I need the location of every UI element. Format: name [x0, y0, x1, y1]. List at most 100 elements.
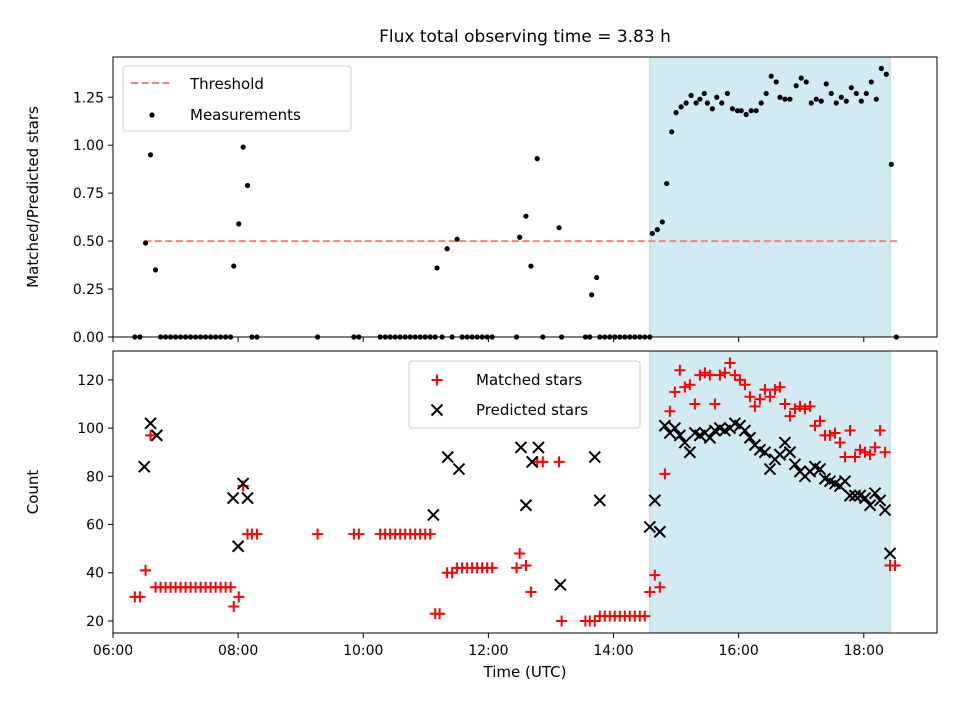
- matched-star-point: [854, 444, 866, 456]
- measurement-point: [719, 100, 725, 106]
- matched-star-point: [251, 528, 263, 540]
- measurement-point: [793, 83, 799, 89]
- matched-star-point: [537, 456, 549, 468]
- matched-star-point: [739, 379, 751, 391]
- legend-predicted-swatch: [430, 403, 444, 417]
- measurement-point: [240, 144, 246, 150]
- measurement-point: [738, 108, 744, 114]
- matched-star-point: [789, 403, 801, 415]
- y-tick-label: 0.75: [73, 186, 104, 202]
- predicted-star-point: [653, 525, 667, 538]
- measurement-point: [873, 96, 879, 102]
- matched-star-point: [844, 425, 856, 437]
- measurement-point: [724, 90, 731, 97]
- measurement-point: [673, 110, 679, 116]
- matched-star-point: [764, 391, 776, 403]
- predicted-star-point: [532, 441, 545, 454]
- predicted-star-point: [427, 508, 440, 522]
- plot-frame: [112, 350, 938, 634]
- matched-star-point: [434, 608, 446, 620]
- measurement-point: [678, 104, 684, 110]
- measurement-point: [768, 73, 774, 79]
- measurement-point: [664, 180, 670, 187]
- matched-star-point: [759, 384, 771, 396]
- predicted-star-point: [150, 429, 164, 442]
- measurement-point: [683, 100, 689, 106]
- measurement-point: [773, 79, 779, 85]
- predicted-star-point: [236, 477, 250, 490]
- matched-star-point: [654, 581, 666, 593]
- legend: Matched stars Predicted stars: [408, 360, 641, 429]
- measurement-point: [434, 265, 440, 271]
- y-tick-label: 20: [86, 614, 104, 630]
- measurement-point: [803, 79, 809, 85]
- predicted-star-point: [878, 503, 892, 517]
- observing-window-span: [649, 56, 891, 338]
- predicted-star-point: [773, 448, 787, 461]
- x-tick-label: 06:00: [93, 643, 133, 659]
- measurement-point: [758, 100, 764, 106]
- matched-star-point: [520, 560, 532, 572]
- x-tick-label: 10:00: [343, 643, 383, 659]
- measurement-point: [701, 90, 707, 97]
- y-tick-label: 0.00: [73, 330, 104, 346]
- predicted-star-point: [144, 417, 157, 430]
- measurement-point: [244, 182, 251, 189]
- measurement-point: [868, 79, 874, 85]
- legend-box: [122, 65, 352, 132]
- measurement-point: [777, 94, 783, 100]
- matched-star-point: [659, 468, 671, 480]
- y-tick-label: 100: [77, 421, 104, 437]
- predicted-star-point: [848, 489, 862, 502]
- measurement-point: [734, 108, 741, 114]
- matched-star-point: [140, 564, 152, 576]
- measurement-point: [714, 94, 720, 100]
- predicted-star-point: [441, 450, 454, 464]
- predicted-star-point: [452, 462, 466, 476]
- matched-star-point: [233, 591, 245, 603]
- matched-star-point: [674, 364, 686, 376]
- predicted-star-point: [643, 520, 657, 534]
- y-tick-label: 40: [86, 566, 104, 582]
- matched-star-point: [734, 374, 746, 386]
- predicted-star-point: [738, 424, 752, 437]
- measurement-point: [743, 111, 749, 118]
- matched-star-point: [714, 369, 726, 381]
- measurement-point: [753, 108, 759, 114]
- y-tick-label: 1.25: [73, 90, 104, 106]
- plot-frame: [112, 56, 938, 338]
- y-tick-label: 120: [77, 373, 104, 389]
- matched-star-point: [779, 398, 791, 410]
- legend-box: [408, 360, 641, 429]
- measurement-point: [659, 219, 665, 225]
- matched-star-point: [889, 560, 901, 572]
- predicted-star-point: [231, 540, 245, 553]
- predicted-star-point: [593, 494, 606, 507]
- series-matched-stars: [129, 357, 901, 627]
- matched-star-point: [719, 367, 731, 379]
- matched-star-point: [709, 398, 721, 410]
- measurement-point: [863, 90, 869, 97]
- measurement-point: [878, 65, 884, 72]
- predicted-star-point: [683, 446, 697, 459]
- matched-star-point: [446, 567, 458, 579]
- predicted-star-point: [658, 419, 672, 432]
- matched-star-point: [804, 400, 816, 412]
- ratio-panel: 0.00 0.25 0.50 0.75 1.00 1.25 Matched/Predicte…: [24, 56, 938, 346]
- matched-star-point: [145, 429, 157, 441]
- measurement-point: [782, 96, 788, 102]
- matched-star-point: [228, 600, 240, 612]
- matched-star-point: [486, 562, 498, 574]
- matched-star-point: [514, 547, 526, 559]
- predicted-star-point: [758, 446, 772, 459]
- matched-star-point: [749, 400, 761, 412]
- matched-star-point: [874, 425, 886, 437]
- predicted-star-point: [763, 462, 777, 476]
- matched-star-point: [699, 367, 711, 379]
- predicted-star-point: [519, 499, 533, 512]
- matched-star-point: [729, 369, 741, 381]
- predicted-star-point: [743, 431, 757, 444]
- matched-star-point: [556, 615, 568, 627]
- x-tick-label: 18:00: [844, 643, 884, 659]
- measurement-point: [883, 71, 889, 77]
